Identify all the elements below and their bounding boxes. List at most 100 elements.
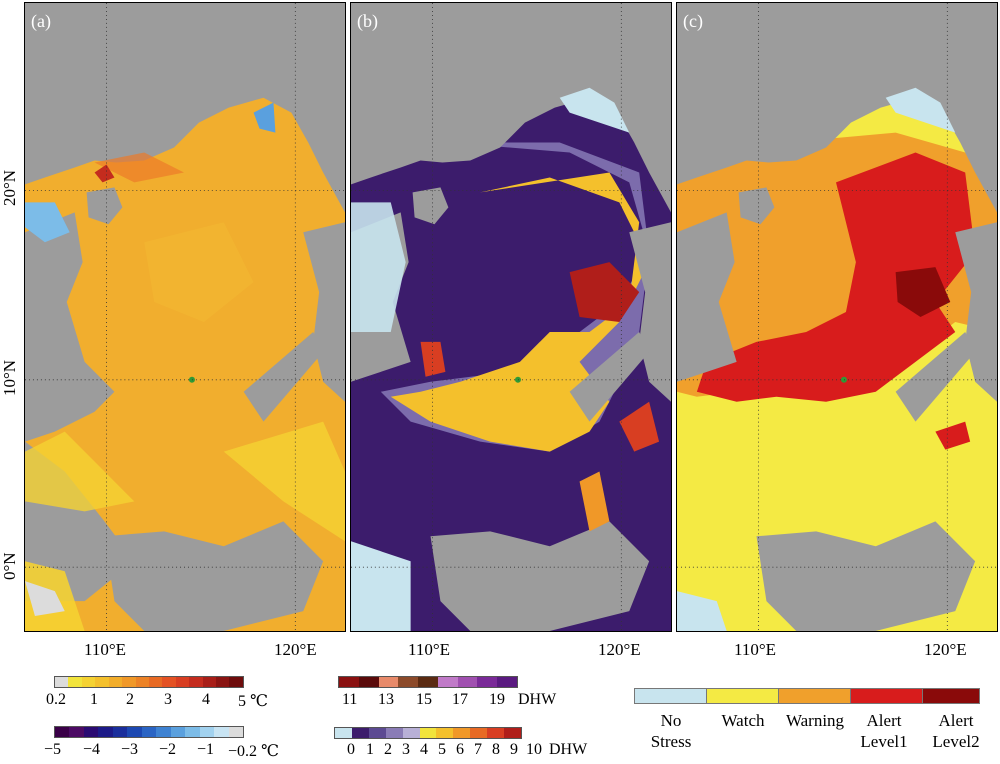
colorbar-segment <box>199 727 215 737</box>
alert-swatch-level1 <box>850 688 924 704</box>
colorbar-segment <box>398 677 419 687</box>
colorbar-segment <box>470 728 488 738</box>
colorbar-segment <box>202 677 217 687</box>
neutral-patch <box>25 581 65 617</box>
alert-level1-east <box>935 421 971 450</box>
colorbar-segment <box>487 728 505 738</box>
tick-label: 2 <box>126 691 134 708</box>
tick-label: 4 <box>202 691 210 708</box>
tick-label: 19 <box>489 691 505 708</box>
colorbar-segment <box>453 728 471 738</box>
colorbar-segment <box>148 677 163 687</box>
colorbar-segment <box>156 727 171 737</box>
colorbar-segment <box>189 677 203 687</box>
colorbar-segment <box>162 677 176 687</box>
mainland-china <box>677 3 997 213</box>
alert-label-no-stress: No Stress <box>650 711 692 751</box>
tick-label: 1 <box>366 741 374 758</box>
palawan <box>895 331 976 422</box>
colorbar-segment <box>351 728 369 738</box>
panel-label-b: (b) <box>357 11 378 31</box>
taiwan-island <box>645 82 668 143</box>
hainan-island <box>738 187 775 225</box>
hot-spot-gulf <box>94 164 115 183</box>
colorbar-segment <box>68 677 82 687</box>
hainan-island <box>412 187 449 225</box>
reef-marker <box>188 376 195 383</box>
palawan <box>243 331 324 422</box>
tick-label: 5 ℃ <box>238 693 268 710</box>
alert-level2-zone <box>895 267 951 317</box>
colorbar-segment <box>335 728 352 738</box>
tick-label: −4 <box>83 741 101 758</box>
colorbar-segment <box>418 677 438 687</box>
colorbar-segment <box>497 677 518 687</box>
colorbar-segment <box>81 677 96 687</box>
no-stress-south <box>351 541 411 631</box>
colorbar-segment <box>141 727 157 737</box>
colorbar-segment <box>69 727 84 737</box>
south-warm-band <box>25 431 135 512</box>
alert-label-warning: Warning <box>785 711 845 730</box>
panel-a-map <box>25 3 345 631</box>
colorbar-segment <box>214 727 229 737</box>
lon-label-c-110e: 110°E <box>734 640 777 659</box>
lat-label-0n: 0°N <box>0 552 19 580</box>
colorbar-segment <box>108 677 123 687</box>
hainan-island <box>86 187 123 225</box>
colorbar-segment <box>112 727 128 737</box>
colorbar-segment <box>83 727 99 737</box>
warm-patch <box>144 222 254 322</box>
panel-b-map <box>351 3 671 631</box>
tick-label: 11 <box>342 691 358 708</box>
alert-label-level2: Alert Level2 <box>932 711 980 751</box>
alert-swatch-warning <box>778 688 852 704</box>
colorbar-segment <box>477 677 498 687</box>
colorbar-segment <box>55 677 69 687</box>
tick-label: DHW <box>549 741 588 758</box>
colorbar-segment <box>358 677 379 687</box>
lon-label-b-110e: 110°E <box>408 640 451 659</box>
colorbar-segment <box>98 727 113 737</box>
dhw-borneo-coast <box>579 471 610 532</box>
tick-label: 13 <box>378 691 394 708</box>
alert-level1-zone <box>696 152 976 402</box>
no-stress-south <box>677 591 727 631</box>
alert-swatch-watch <box>706 688 780 704</box>
borneo <box>756 521 976 631</box>
no-stress-west <box>351 202 406 332</box>
tick-label: 5 <box>438 741 446 758</box>
panel-label-a: (a) <box>31 11 51 31</box>
lon-label-b-120e: 120°E <box>598 640 641 659</box>
colorbar-segment <box>229 677 243 687</box>
philippines <box>629 222 671 402</box>
colorbar-segment <box>436 728 454 738</box>
colorbar-segment <box>175 677 190 687</box>
indochina-coast <box>677 212 737 382</box>
colorbar-segment <box>127 727 142 737</box>
tick-label: −2 <box>159 741 177 758</box>
tick-label: −5 <box>44 741 62 758</box>
tick-label: 10 <box>526 741 542 758</box>
colorbar-segment <box>135 677 149 687</box>
tick-label: 6 <box>456 741 464 758</box>
panel-c-alert: (c) <box>676 2 998 632</box>
dhw-high-zone <box>569 262 640 322</box>
alert-swatch-level2 <box>922 688 980 704</box>
tick-label: 4 <box>420 741 428 758</box>
indochina-coast <box>25 212 115 442</box>
colorbar-segment <box>437 677 458 687</box>
panel-c-map <box>677 3 997 631</box>
colorbar-segment <box>378 677 399 687</box>
colorbar-segment <box>402 728 420 738</box>
tick-label: 3 <box>402 741 410 758</box>
alert-swatch-no-stress <box>634 688 708 704</box>
no-stress-coastal-strip <box>885 87 956 133</box>
colorbar-segment <box>185 727 200 737</box>
colorbar-sst-positive <box>54 676 244 688</box>
dhw-hot-spot-west <box>420 341 446 377</box>
tick-label: 3 <box>164 691 172 708</box>
colorbar-segment <box>419 728 437 738</box>
reef-marker <box>840 376 847 383</box>
tick-label: 17 <box>452 691 468 708</box>
